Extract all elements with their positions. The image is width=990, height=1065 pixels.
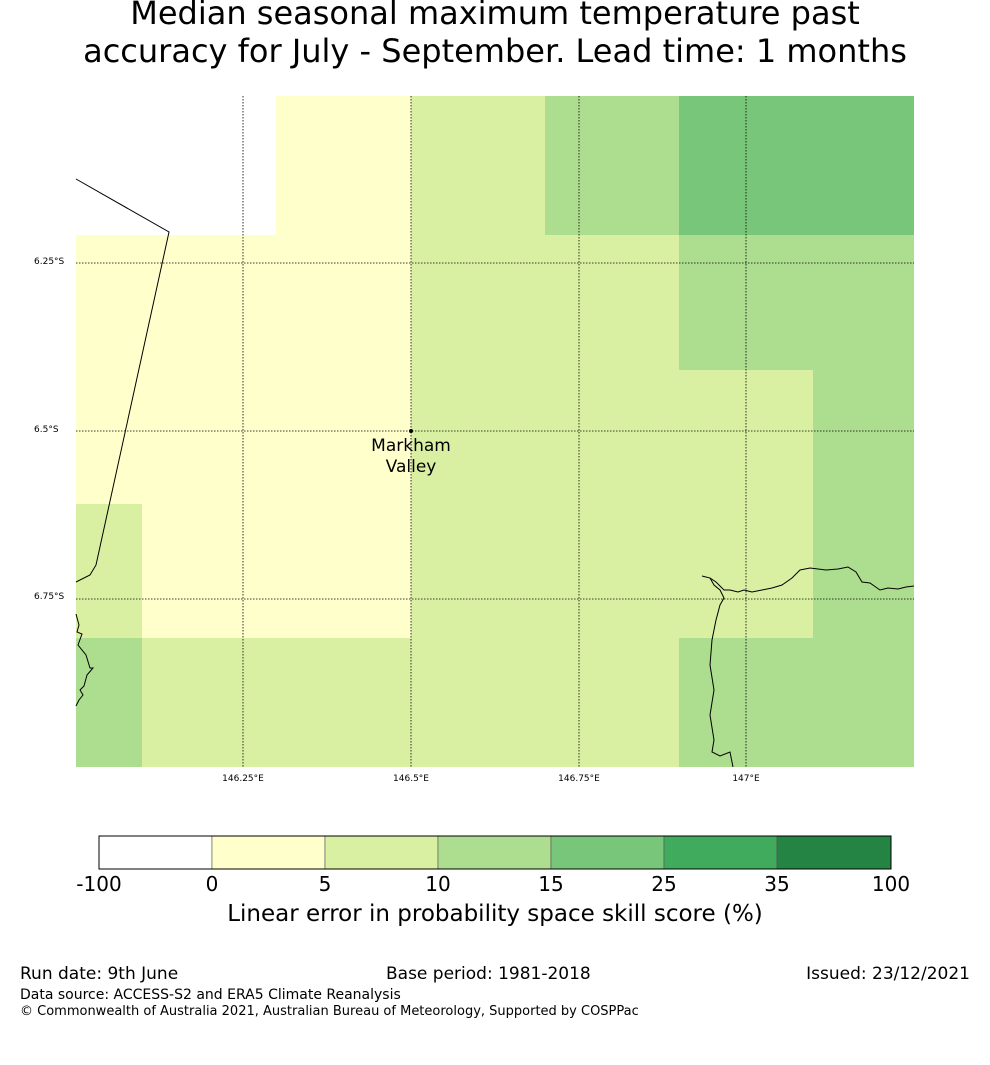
map-title: Median seasonal maximum temperature past… [0,0,990,70]
colorbar-label: 0 [205,872,219,896]
colorbar-label: 100 [871,872,911,896]
colorbar-swatch [98,835,213,870]
lat-tick: 6.5°S [34,425,59,435]
grid-cell [76,504,142,638]
colorbar-swatch [776,835,892,870]
title-line-2: accuracy for July - September. Lead time… [83,32,907,70]
coast-west [75,613,95,707]
city-label: Markham Valley [371,436,451,478]
colorbar-swatch [663,835,778,870]
colorbar-swatches [98,835,892,870]
city-marker [409,429,413,433]
grid-cell [545,96,679,235]
border-line [75,178,170,583]
city-line-2: Valley [385,457,437,477]
data-source: Data source: ACCESS-S2 and ERA5 Climate … [20,987,401,1003]
lon-tick: 146.5°E [393,774,429,784]
colorbar-label: 10 [425,872,451,896]
city-line-1: Markham [371,436,451,456]
colorbar-swatch [550,835,665,870]
lon-tick: 146.25°E [222,774,264,784]
grid-cell [76,96,244,235]
colorbar-title: Linear error in probability space skill … [227,901,763,927]
skill-grid [76,96,914,767]
colorbar-label: 25 [651,872,677,896]
base-period: Base period: 1981-2018 [386,964,591,984]
coast-east-north [709,566,915,593]
colorbar-label: 5 [318,872,332,896]
colorbar-swatch [437,835,552,870]
grid-cell [679,235,914,370]
colorbar-swatch [211,835,326,870]
colorbar-label: 35 [764,872,790,896]
grid-cell [142,504,411,638]
coast-east [701,575,734,768]
grid-cell [276,96,411,235]
grid-cell [411,96,545,235]
run-date: Run date: 9th June [20,964,179,984]
colorbar-frame [98,835,892,870]
lat-tick: 6.75°S [34,592,65,602]
grid-cell [76,638,142,767]
copyright: © Commonwealth of Australia 2021, Austra… [20,1004,639,1019]
graticule [76,96,914,767]
issued-date: Issued: 23/12/2021 [806,964,970,984]
lon-tick: 147°E [732,774,760,784]
lon-tick: 146.75°E [558,774,600,784]
title-line-1: Median seasonal maximum temperature past [130,0,860,32]
coastline [75,178,915,768]
grid-cell [813,370,914,767]
skill-map [75,96,915,768]
colorbar-label: -100 [76,872,122,896]
grid-cell [142,638,411,767]
grid-cell [76,235,411,504]
colorbar-label: 15 [538,872,564,896]
lat-tick: 6.25°S [34,257,65,267]
grid-cell [679,96,914,235]
colorbar-swatch [324,835,439,870]
grid-cell [411,235,679,767]
